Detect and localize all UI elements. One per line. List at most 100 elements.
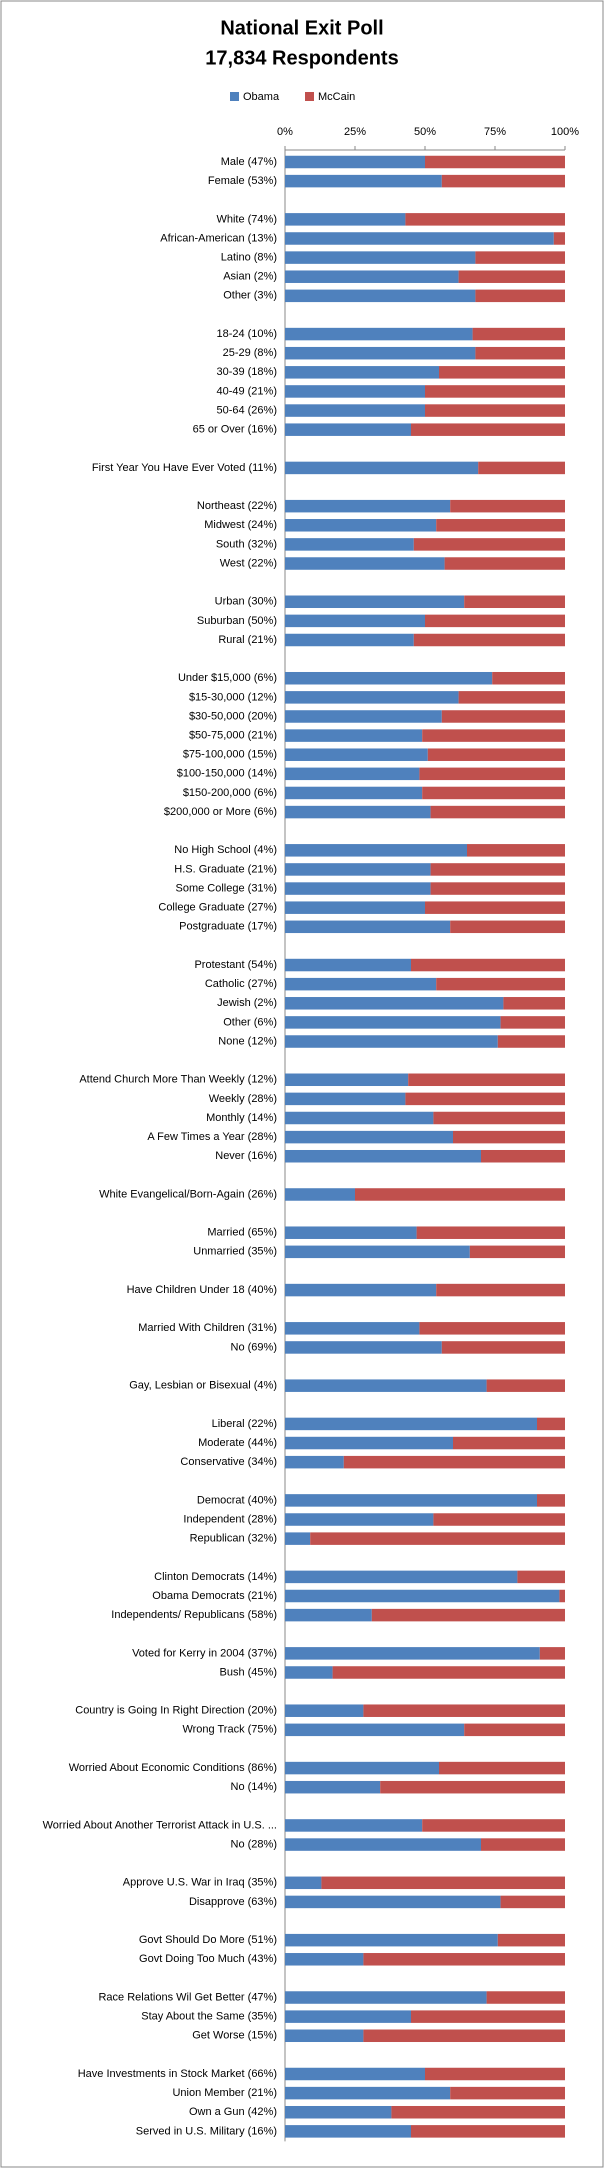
bar-segment [285,1379,487,1392]
category-label: Have Children Under 18 (40%) [127,1284,277,1296]
category-label: Approve U.S. War in Iraq (35%) [123,1877,277,1889]
category-label: Served in U.S. Military (16%) [136,2125,277,2137]
bar-segment [425,2067,565,2081]
bar-segment [425,404,565,417]
category-label: Country is Going In Right Direction (20%… [75,1705,277,1717]
bar-segment [492,671,565,685]
bar-segment [285,1666,333,1679]
bar-segment [450,499,565,513]
category-label: West (22%) [220,557,277,569]
category-label: 65 or Over (16%) [193,424,277,436]
bar-segment [411,958,565,972]
category-label: Never (16%) [215,1150,277,1162]
bar-segment [475,289,565,303]
x-tick-label: 75% [484,126,506,138]
bar-segment [537,1417,565,1431]
bar-segment [285,805,431,819]
category-label: Northeast (22%) [197,500,277,512]
bar-segment [464,1723,565,1737]
bar-segment [285,1092,406,1106]
bar-segment [343,1455,565,1469]
bar-segment [355,1188,565,1201]
category-label: Wrong Track (75%) [182,1724,277,1736]
category-label: Married (65%) [207,1227,277,1239]
x-tick-label: 25% [344,126,366,138]
bar-segment [285,729,423,742]
bar-segment [467,844,565,857]
bar-segment [285,767,420,781]
category-label: Attend Church More Than Weekly (12%) [79,1074,277,1086]
category-label: Worried About Another Terrorist Attack i… [43,1819,277,1831]
bar-segment [285,1035,498,1048]
bar-segment [285,404,425,417]
category-label: No (28%) [231,1838,277,1850]
bar-segment [475,251,565,264]
bar-segment [285,595,465,609]
bar-segment [411,2125,565,2138]
category-label: Weekly (28%) [209,1093,277,1105]
category-label: Govt Should Do More (51%) [139,1934,277,1946]
bar-segment [285,519,437,532]
category-label: 25-29 (8%) [223,347,277,359]
bar-segment [285,423,411,436]
bar-segment [285,1761,439,1775]
category-label: White (74%) [216,213,277,225]
bar-segment [285,461,479,475]
category-label: No (14%) [231,1781,277,1793]
category-label: First Year You Have Ever Voted (11%) [92,462,277,474]
category-label: Midwest (24%) [204,519,277,531]
category-label: Some College (31%) [176,882,278,894]
bar-segment [458,691,565,704]
bar-segment [371,1608,565,1622]
bar-segment [537,1494,565,1507]
bar-segment [285,327,473,341]
bar-segment [380,1780,565,1794]
chart-subtitle: 17,834 Respondents [205,47,398,69]
bar-segment [285,1570,518,1584]
bar-segment [433,1111,565,1125]
bar-segment [285,671,493,685]
bar-segment [285,633,414,647]
bar-segment [436,1283,565,1297]
bar-segment [285,977,437,991]
bar-segment [285,1838,481,1851]
bar-segment [285,1933,498,1947]
category-label: $50-75,000 (21%) [189,730,277,742]
category-label: Union Member (21%) [172,2087,277,2099]
bar-segment [363,1704,565,1717]
category-label: Clinton Democrats (14%) [154,1571,277,1583]
category-label: Protestant (54%) [194,959,277,971]
bar-segment [285,1723,465,1737]
bar-segment [481,1838,565,1851]
bar-segment [310,1532,565,1545]
bar-segment [425,155,565,169]
bar-segment [430,863,565,876]
category-label: Male (47%) [221,156,277,168]
bar-segment [285,614,425,628]
bar-segment [285,232,554,245]
bar-segment [285,251,476,264]
category-label: $75-100,000 (15%) [183,749,277,761]
bar-segment [481,1149,565,1163]
legend-label: McCain [318,91,355,103]
bar-segment [285,2125,411,2138]
category-label: Own a Gun (42%) [189,2106,277,2118]
bar-segment [285,155,425,169]
bar-segment [285,1780,381,1794]
bar-segment [405,213,565,226]
bar-segment [285,997,504,1010]
category-label: College Graduate (27%) [158,902,277,914]
bar-segment [413,633,565,647]
category-label: Independents/ Republicans (58%) [111,1609,277,1621]
bar-segment [285,1494,537,1507]
category-label: Race Relations Wil Get Better (47%) [98,1991,277,2003]
category-label: Under $15,000 (6%) [178,672,277,684]
category-label: Female (53%) [208,175,277,187]
bar-segment [285,1704,364,1717]
bar-segment [411,423,565,436]
category-label: No (69%) [231,1341,277,1353]
bar-segment [285,2086,451,2100]
bar-segment [285,538,414,551]
bar-segment [285,174,442,188]
bar-segment [450,920,565,934]
